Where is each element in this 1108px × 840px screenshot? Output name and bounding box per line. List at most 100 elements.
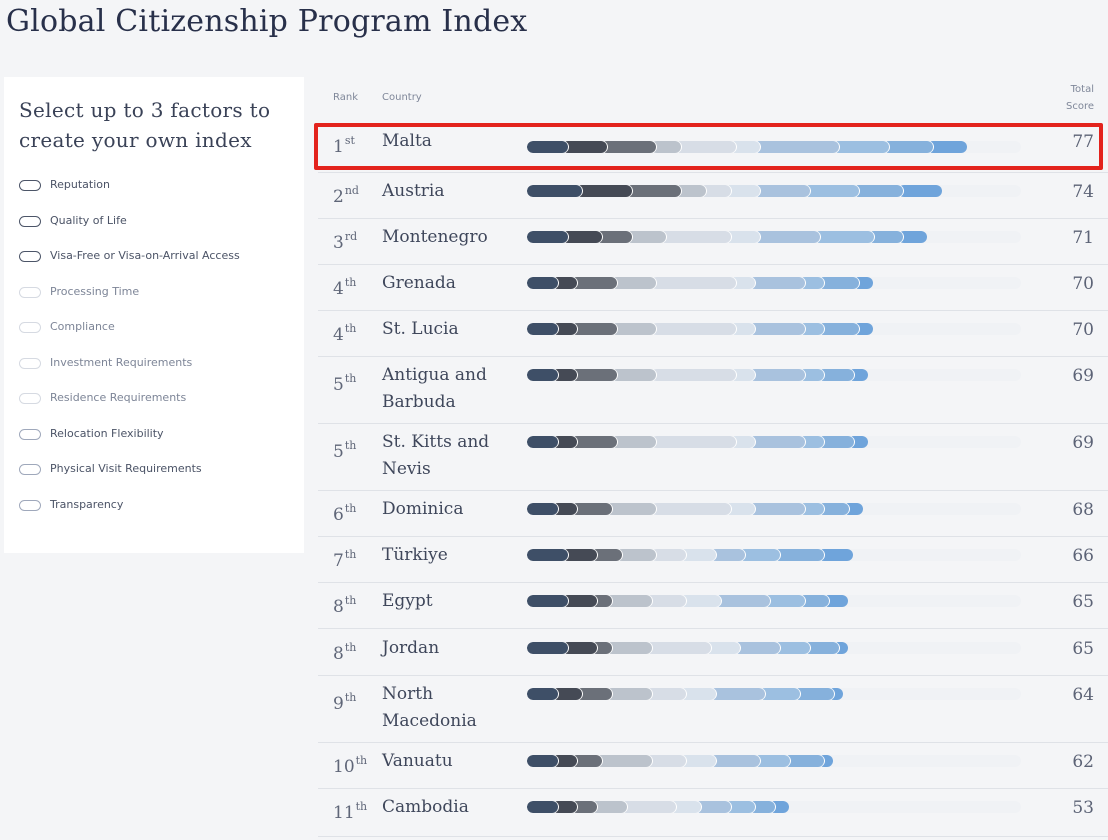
rank-cell: 1st [333, 134, 355, 157]
factor-segment [709, 688, 766, 700]
factor-segment [754, 185, 810, 197]
factor-segment [527, 231, 568, 243]
country-name[interactable]: Jordan [382, 638, 440, 658]
table-row[interactable]: 1st Malta 77 [318, 122, 1108, 173]
country-name[interactable]: Vanuatu [382, 751, 453, 771]
country-name[interactable]: Malta [382, 131, 432, 151]
factor-toggle-visa-access[interactable]: Visa-Free or Visa-on-Arrival Access [19, 248, 240, 284]
factor-panel-heading: Select up to 3 factors to create your ow… [19, 98, 271, 152]
factor-label: Relocation Flexibility [50, 426, 164, 440]
score-bar-fill [527, 141, 967, 153]
rank-cell: 4th [333, 276, 356, 299]
factor-toggle-compliance[interactable]: Compliance [19, 319, 240, 355]
score-column-header[interactable]: Total Score [1044, 81, 1094, 115]
toggle-off-icon[interactable] [19, 357, 41, 369]
country-name[interactable]: Antigua and Barbuda [382, 365, 487, 412]
score-bar-fill [527, 503, 863, 515]
rank-cell: 3rd [333, 230, 357, 253]
factor-segment [650, 277, 736, 289]
country-name[interactable]: Dominica [382, 499, 464, 519]
factor-segment [798, 369, 825, 381]
factor-toggle-reputation[interactable]: Reputation [19, 177, 240, 213]
factor-segment [823, 595, 849, 607]
country-name[interactable]: Türkiye [382, 545, 448, 565]
table-row[interactable]: 3rd Montenegro 71 [318, 218, 1108, 265]
factor-segment [680, 549, 716, 561]
factor-label: Processing Time [50, 284, 140, 298]
factor-segment [670, 801, 701, 813]
factor-segment [606, 688, 652, 700]
factor-label: Transparency [50, 497, 124, 511]
rank-number: 7 [333, 551, 344, 571]
factor-segment [749, 436, 805, 448]
country-name[interactable]: North Macedonia [382, 684, 477, 731]
country-name[interactable]: Egypt [382, 591, 433, 611]
factor-segment [650, 323, 736, 335]
factor-toggle-transparency[interactable]: Transparency [19, 497, 240, 533]
country-name[interactable]: St. Lucia [382, 319, 459, 339]
factor-segment [527, 642, 568, 654]
factor-segment [527, 277, 558, 289]
table-row[interactable]: 7th Türkiye 66 [318, 536, 1108, 583]
table-row[interactable]: 4th Grenada 70 [318, 264, 1108, 311]
factor-toggle-physical-visit-requirements[interactable]: Physical Visit Requirements [19, 461, 240, 497]
factor-segment [527, 549, 568, 561]
factor-segment [709, 755, 761, 767]
factor-segment [561, 595, 598, 607]
toggle-off-icon[interactable] [19, 215, 41, 227]
factor-toggle-processing-time[interactable]: Processing Time [19, 284, 240, 320]
rank-cell: 2nd [333, 184, 359, 207]
factor-segment [818, 549, 854, 561]
score-bar [527, 369, 1021, 381]
toggle-off-icon[interactable] [19, 393, 41, 404]
factor-segment [724, 801, 756, 813]
toggle-off-icon[interactable] [19, 286, 41, 298]
toggle-off-icon[interactable] [19, 322, 41, 333]
country-name[interactable]: Austria [382, 181, 445, 201]
country-name[interactable]: Cambodia [382, 797, 469, 817]
factor-segment [527, 503, 558, 515]
factor-toggle-quality-of-life[interactable]: Quality of Life [19, 213, 240, 249]
factor-segment [729, 323, 756, 335]
toggle-off-icon[interactable] [19, 499, 41, 511]
total-score: 69 [1072, 366, 1094, 386]
table-row[interactable]: 5th St. Kitts and Nevis 69 [318, 423, 1108, 491]
table-row[interactable]: 9th North Macedonia 64 [318, 675, 1108, 743]
factor-segment [561, 642, 598, 654]
factor-segment [596, 231, 632, 243]
factor-segment [591, 549, 622, 561]
total-score: 66 [1072, 546, 1094, 566]
factor-segment [754, 755, 790, 767]
toggle-off-icon[interactable] [19, 180, 41, 191]
factor-segment [610, 369, 657, 381]
factor-segment [709, 549, 746, 561]
toggle-off-icon[interactable] [19, 428, 41, 440]
toggle-off-icon[interactable] [19, 464, 41, 475]
factor-segment [650, 141, 682, 153]
table-row[interactable]: 4th St. Lucia 70 [318, 310, 1108, 357]
factor-toggle-residence-requirements[interactable]: Residence Requirements [19, 390, 240, 426]
rank-column-header[interactable]: Rank [333, 92, 358, 103]
country-name[interactable]: Montenegro [382, 227, 488, 247]
total-score: 62 [1072, 752, 1094, 772]
table-row[interactable]: 5th Antigua and Barbuda 69 [318, 356, 1108, 424]
country-name[interactable]: Grenada [382, 273, 456, 293]
factor-toggle-relocation-flexibility[interactable]: Relocation Flexibility [19, 426, 240, 462]
factor-segment [551, 277, 578, 289]
score-bar [527, 231, 1021, 243]
factor-segment [610, 436, 657, 448]
toggle-off-icon[interactable] [19, 251, 41, 262]
factor-segment [571, 436, 617, 448]
table-row[interactable]: 11th Cambodia 53 [318, 788, 1108, 837]
rank-number: 8 [333, 597, 344, 617]
table-row[interactable]: 10th Vanuatu 62 [318, 742, 1108, 789]
table-row[interactable]: 2nd Austria 74 [318, 172, 1108, 219]
country-column-header[interactable]: Country [382, 92, 422, 103]
country-name[interactable]: St. Kitts and Nevis [382, 432, 490, 479]
table-row[interactable]: 8th Egypt 65 [318, 582, 1108, 629]
factor-toggle-investment-requirements[interactable]: Investment Requirements [19, 355, 240, 391]
table-row[interactable]: 8th Jordan 65 [318, 629, 1108, 676]
factor-segment [749, 503, 805, 515]
table-row[interactable]: 6th Dominica 68 [318, 490, 1108, 537]
factor-segment [650, 436, 736, 448]
